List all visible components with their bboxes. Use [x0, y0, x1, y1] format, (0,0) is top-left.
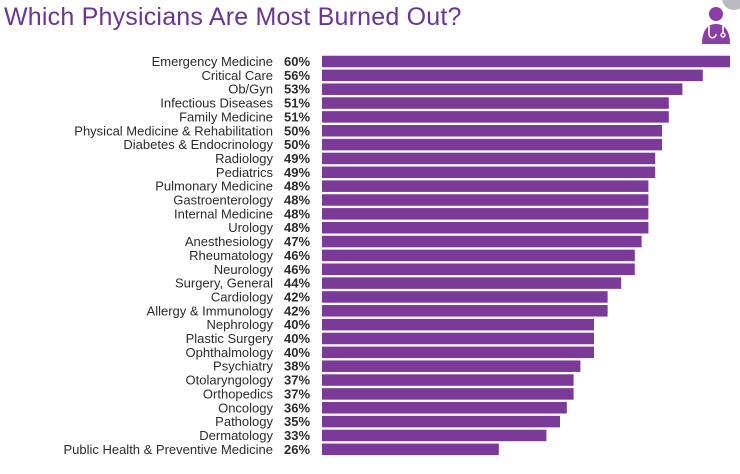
bar [322, 360, 581, 372]
value-label: 48% [284, 193, 310, 208]
value-label: 47% [284, 234, 310, 249]
value-label: 50% [284, 137, 310, 152]
category-label: Cardiology [211, 289, 274, 304]
value-label: 56% [284, 68, 310, 83]
bar [322, 152, 656, 165]
category-label: Public Health & Preventive Medicine [63, 442, 273, 457]
category-label: Diabetes & Endocrinology [123, 137, 273, 152]
bar [322, 318, 594, 331]
category-label: Pediatrics [216, 165, 274, 180]
value-label: 36% [284, 400, 310, 415]
category-label: Internal Medicine [174, 206, 273, 221]
bar [322, 415, 560, 428]
value-label: 44% [284, 276, 310, 291]
bar [322, 346, 594, 359]
category-label: Radiology [215, 151, 273, 166]
bar [322, 277, 622, 289]
value-label: 42% [284, 303, 310, 318]
bar [322, 402, 567, 414]
bar [322, 235, 642, 248]
bar [322, 249, 635, 262]
value-label: 40% [284, 345, 310, 360]
bar [322, 97, 669, 109]
category-label: Orthopedics [203, 386, 274, 401]
value-label: 35% [284, 414, 310, 429]
bar [322, 166, 656, 179]
value-label: 33% [284, 428, 310, 443]
value-label: 51% [284, 96, 310, 111]
category-label: Critical Care [201, 68, 273, 83]
value-label: 48% [284, 220, 310, 235]
bar [322, 208, 649, 220]
value-label: 49% [284, 151, 310, 166]
value-label: 26% [284, 442, 310, 457]
category-label: Infectious Diseases [160, 96, 273, 111]
physician-stethoscope-icon [702, 0, 740, 44]
value-label: 38% [284, 359, 310, 374]
bar [322, 429, 547, 442]
value-label: 46% [284, 248, 310, 263]
bar [322, 332, 594, 345]
category-label: Rheumatology [189, 248, 273, 263]
category-label: Psychiatry [213, 359, 273, 374]
value-label: 42% [284, 289, 310, 304]
bar [322, 374, 574, 386]
bar [322, 83, 683, 95]
category-label: Plastic Surgery [186, 331, 274, 346]
bar [322, 305, 608, 317]
value-label: 50% [284, 123, 310, 138]
value-label: 48% [284, 206, 310, 221]
category-label: Dermatology [199, 428, 273, 443]
bar [322, 263, 635, 275]
value-label: 46% [284, 262, 310, 277]
bar [322, 180, 649, 192]
value-label: 40% [284, 331, 310, 346]
category-label: Allergy & Immunology [147, 303, 274, 318]
category-label: Gastroenterology [173, 193, 273, 208]
value-label: 37% [284, 373, 310, 388]
bar [322, 443, 499, 456]
category-label: Pulmonary Medicine [155, 179, 273, 194]
bar [322, 388, 574, 400]
bar [322, 221, 649, 234]
bar [322, 125, 662, 137]
category-label: Urology [228, 220, 273, 235]
bar [322, 194, 649, 206]
bar [322, 55, 730, 68]
bar [322, 138, 662, 151]
category-label: Family Medicine [179, 109, 273, 124]
category-label: Ob/Gyn [228, 82, 273, 97]
category-label: Emergency Medicine [152, 54, 273, 69]
bar [322, 111, 669, 123]
value-label: 40% [284, 317, 310, 332]
category-label: Anesthesiology [185, 234, 274, 249]
value-label: 51% [284, 109, 310, 124]
category-label: Otolaryngology [186, 373, 274, 388]
value-label: 37% [284, 386, 310, 401]
category-label: Surgery, General [175, 276, 273, 291]
category-label: Neurology [214, 262, 274, 277]
bar [322, 69, 703, 82]
category-label: Nephrology [207, 317, 274, 332]
category-label: Ophthalmology [186, 345, 274, 360]
value-label: 53% [284, 82, 310, 97]
value-label: 60% [284, 54, 310, 69]
category-label: Pathology [215, 414, 273, 429]
category-label: Physical Medicine & Rehabilitation [74, 123, 273, 138]
value-label: 49% [284, 165, 310, 180]
category-label: Oncology [218, 400, 273, 415]
value-label: 48% [284, 179, 310, 194]
chart-title: Which Physicians Are Most Burned Out? [4, 3, 462, 31]
bar [322, 291, 608, 303]
